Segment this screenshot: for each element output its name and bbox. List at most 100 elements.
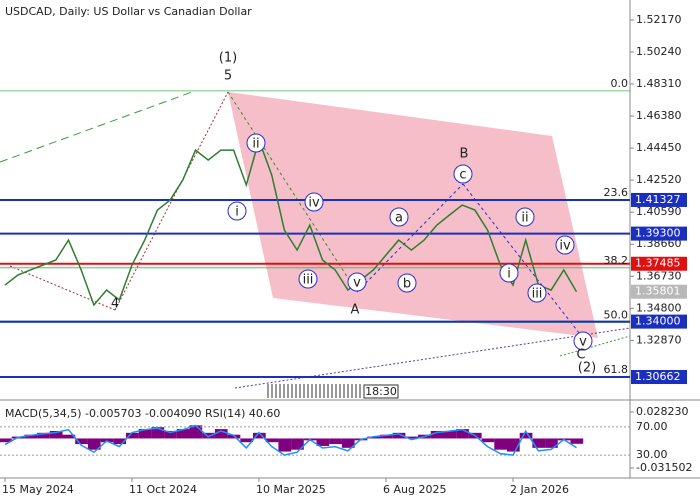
wave-label: (1) xyxy=(219,51,237,66)
macd-bar xyxy=(240,438,253,443)
y-tick-label: 1.46380 xyxy=(636,109,682,122)
trend-line xyxy=(0,91,193,163)
wave-label: C xyxy=(576,348,585,363)
y-tick-label: 1.36730 xyxy=(636,269,682,282)
wave-circle xyxy=(298,269,318,289)
x-tick-label: 11 Oct 2024 xyxy=(129,483,197,496)
macd-bar xyxy=(62,434,76,439)
wave-circle xyxy=(397,273,417,293)
wave-circle xyxy=(499,263,519,283)
rsi-line xyxy=(4,424,577,456)
macd-bar xyxy=(126,432,139,439)
wave-label: a xyxy=(395,211,403,226)
macd-bar xyxy=(519,432,533,439)
macd-bar xyxy=(37,432,50,439)
wave-label: iii xyxy=(303,273,314,288)
wave-label: v xyxy=(353,276,361,291)
macd-bar xyxy=(291,438,304,450)
wave-label: B xyxy=(460,147,469,162)
wave-label: i xyxy=(235,205,239,220)
wave-circle xyxy=(573,331,593,351)
chart-title: USDCAD, Daily: US Dollar vs Canadian Dol… xyxy=(5,5,252,18)
macd-bar xyxy=(202,432,215,439)
y-tick-label: 1.32870 xyxy=(636,333,682,346)
macd-bar xyxy=(87,438,101,450)
price-line xyxy=(4,137,578,307)
fib-label: 0.0 xyxy=(611,77,629,90)
y-tick-label: 1.48310 xyxy=(636,77,682,90)
wave-label: ii xyxy=(521,211,528,226)
macd-bar xyxy=(367,436,380,439)
macd-bar xyxy=(0,438,12,443)
wave-line xyxy=(9,265,116,311)
y-tick-label: 1.44450 xyxy=(636,141,682,154)
support-line xyxy=(559,335,631,357)
wave-circle xyxy=(347,272,367,292)
macd-bar xyxy=(49,430,63,439)
level-box xyxy=(631,370,687,385)
y-tick-label: 1.40590 xyxy=(636,205,682,218)
wave-label: ii xyxy=(252,137,259,152)
y-tick-label: 1.34800 xyxy=(636,301,682,314)
macd-bar xyxy=(164,430,177,439)
wave-circle xyxy=(453,164,473,184)
y-tick-label: 30.00 xyxy=(636,448,668,461)
level-label: 1.34000 xyxy=(635,315,681,328)
level-box xyxy=(631,192,687,207)
macd-bar xyxy=(316,438,330,446)
x-tick-label: 6 Aug 2025 xyxy=(383,483,446,496)
x-tick-label: 10 Mar 2025 xyxy=(256,483,326,496)
indicator-title: MACD(5,34,5) -0.005703 -0.004090 RSI(14)… xyxy=(5,407,280,420)
macd-bar xyxy=(176,429,190,439)
wave-circle xyxy=(246,133,266,153)
wave-label: iii xyxy=(532,287,543,302)
macd-bar xyxy=(24,434,38,439)
wave-label: b xyxy=(403,277,411,292)
y-tick-label: 1.52170 xyxy=(636,13,682,26)
macd-bar xyxy=(151,427,165,439)
macd-bar xyxy=(481,438,495,443)
x-tick-label: 15 May 2024 xyxy=(2,483,74,496)
macd-bar xyxy=(329,438,342,445)
wave-circle xyxy=(555,235,575,255)
level-label: 1.30662 xyxy=(635,370,681,383)
wave-label: A xyxy=(351,303,360,318)
fib-label: 50.0 xyxy=(604,308,629,321)
wave-line xyxy=(227,91,358,293)
macd-bar xyxy=(392,432,406,439)
level-label: 1.39300 xyxy=(635,227,681,240)
level-box xyxy=(631,256,687,271)
macd-bar xyxy=(570,438,584,444)
macd-bar xyxy=(494,438,507,450)
macd-bar xyxy=(341,438,355,448)
macd-bar xyxy=(278,438,292,452)
wave-line xyxy=(114,91,229,311)
wave-line xyxy=(356,183,464,293)
y-tick-label: 70.00 xyxy=(636,420,668,433)
macd-bar xyxy=(430,430,444,439)
time-scale xyxy=(267,384,399,399)
macd-bar xyxy=(380,434,393,439)
macd-bar xyxy=(138,429,152,439)
fib-label: 38.2 xyxy=(604,254,629,267)
y-tick-label: -0.031502 xyxy=(636,461,692,474)
level-label: 1.41327 xyxy=(635,193,681,206)
macd-bar xyxy=(532,438,546,448)
wave-circle xyxy=(227,201,247,221)
macd-bar xyxy=(443,430,457,439)
wave-label: 4 xyxy=(111,297,119,312)
wave-circle xyxy=(527,283,547,303)
y-tick-label: 1.42520 xyxy=(636,173,682,186)
macd-bar xyxy=(253,432,266,439)
macd-bar xyxy=(545,438,558,448)
macd-bar xyxy=(265,438,279,443)
wave-label: (2) xyxy=(578,361,596,376)
y-tick-label: 0.028230 xyxy=(636,405,689,418)
y-tick-label: 1.50240 xyxy=(636,45,682,58)
wave-circle xyxy=(515,207,535,227)
wave-label: v xyxy=(579,335,587,350)
macd-bar xyxy=(405,436,419,439)
macd-bar xyxy=(456,429,469,439)
macd-bar xyxy=(214,429,228,439)
